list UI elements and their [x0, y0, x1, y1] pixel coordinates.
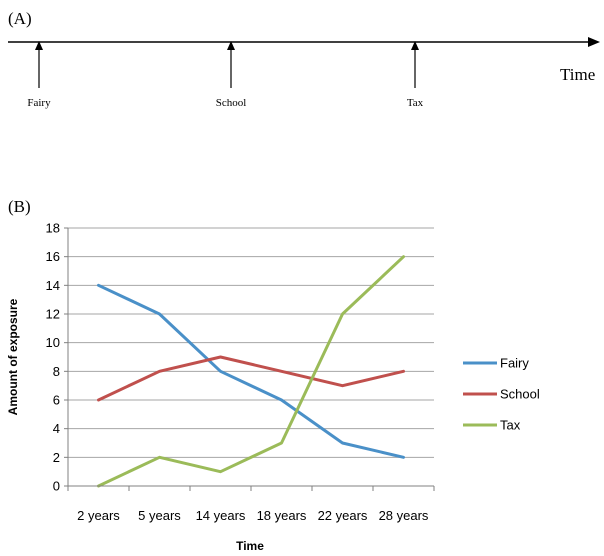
series-line-school: [97, 355, 405, 402]
y-tick-label: 10: [46, 335, 60, 350]
y-tick-label: 4: [53, 421, 60, 436]
chart-series: [97, 255, 405, 488]
event-label-tax: Tax: [407, 97, 424, 109]
chart-gridlines: [68, 227, 434, 458]
series-line-fairy: [97, 283, 405, 459]
line-chart-panel: (B) 0 2 4 6 8 10 12 14 16 18 2 years 5 years 14 yea…: [6, 197, 540, 553]
event-arrowhead: [411, 41, 419, 50]
legend-label-fairy: Fairy: [500, 356, 529, 371]
event-label-fairy: Fairy: [27, 97, 51, 109]
y-tick-labels: 0 2 4 6 8 10 12 14 16 18: [46, 221, 60, 494]
panel-b-label: (B): [8, 197, 31, 216]
y-tick-label: 16: [46, 249, 60, 264]
y-tick-label: 18: [46, 221, 60, 236]
x-tick-label: 5 years: [138, 508, 181, 523]
x-tick-label: 18 years: [257, 508, 307, 523]
y-tick-label: 14: [46, 278, 60, 293]
legend-label-school: School: [500, 387, 540, 402]
series-line-tax: [97, 255, 405, 488]
y-tick-label: 12: [46, 307, 60, 322]
event-arrowhead: [227, 41, 235, 50]
chart-axes: [64, 227, 435, 491]
timeline-event-fairy: Fairy: [27, 41, 51, 109]
x-tick-label: 2 years: [77, 508, 120, 523]
x-tick-label: 14 years: [196, 508, 246, 523]
x-tick-label: 28 years: [379, 508, 429, 523]
legend-label-tax: Tax: [500, 418, 521, 433]
y-axis-label: Amount of exposure: [6, 298, 20, 415]
x-axis-label: Time: [236, 539, 264, 553]
x-tick-labels: 2 years 5 years 14 years 18 years 22 years 28…: [77, 508, 429, 523]
timeline-panel: (A) Time Fairy School Tax: [8, 9, 600, 109]
x-tick-label: 22 years: [318, 508, 368, 523]
timeline-event-school: School: [216, 41, 247, 109]
y-tick-label: 6: [53, 393, 60, 408]
timeline-axis-label: Time: [560, 65, 595, 84]
event-label-school: School: [216, 97, 247, 109]
y-tick-label: 8: [53, 364, 60, 379]
panel-a-label: (A): [8, 9, 32, 28]
timeline-arrowhead: [588, 37, 600, 47]
timeline-event-tax: Tax: [407, 41, 424, 109]
y-tick-label: 2: [53, 450, 60, 465]
event-arrowhead: [35, 41, 43, 50]
chart-legend: Fairy School Tax: [463, 356, 540, 433]
y-tick-label: 0: [53, 479, 60, 494]
